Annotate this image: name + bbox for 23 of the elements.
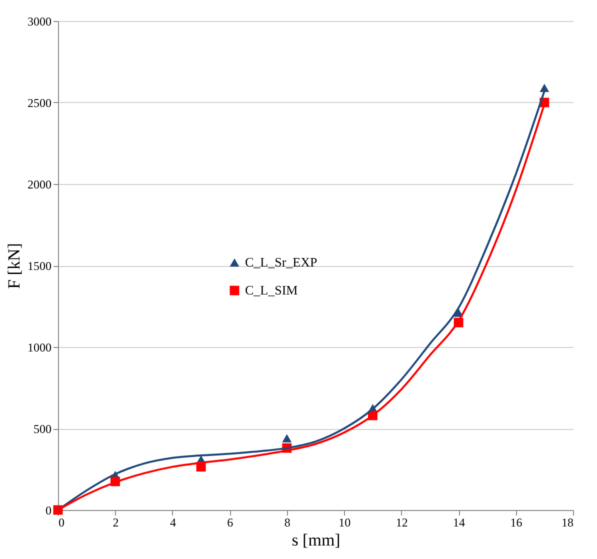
y-tick-label: 3000 — [28, 14, 52, 28]
x-tick-label: 0 — [58, 516, 64, 530]
y-tick-label: 1500 — [28, 259, 52, 273]
legend-label: C_L_Sr_EXP — [245, 254, 318, 270]
y-tick-label: 2500 — [28, 96, 52, 110]
x-tick-label: 12 — [396, 516, 408, 530]
y-tick-label: 2000 — [28, 178, 52, 192]
legend-label: C_L_SIM — [245, 282, 298, 298]
x-tick-label: 16 — [510, 516, 522, 530]
point — [282, 434, 292, 442]
y-axis-title: F [kN] — [4, 243, 24, 289]
point — [540, 84, 550, 92]
y-tick-label: 500 — [34, 422, 52, 436]
x-axis-title: s [mm] — [292, 530, 340, 550]
x-tick-label: 8 — [284, 516, 290, 530]
x-tick-label: 6 — [227, 516, 234, 530]
x-tick-label: 4 — [170, 516, 176, 530]
y-tick-label: 1000 — [28, 340, 52, 354]
x-tick-label: 2 — [112, 516, 119, 530]
x-tick-label: 10 — [338, 516, 351, 530]
y-tick-label: 0 — [46, 504, 52, 518]
x-tick-label: 14 — [453, 516, 466, 530]
x-tick-label: 18 — [562, 516, 574, 530]
